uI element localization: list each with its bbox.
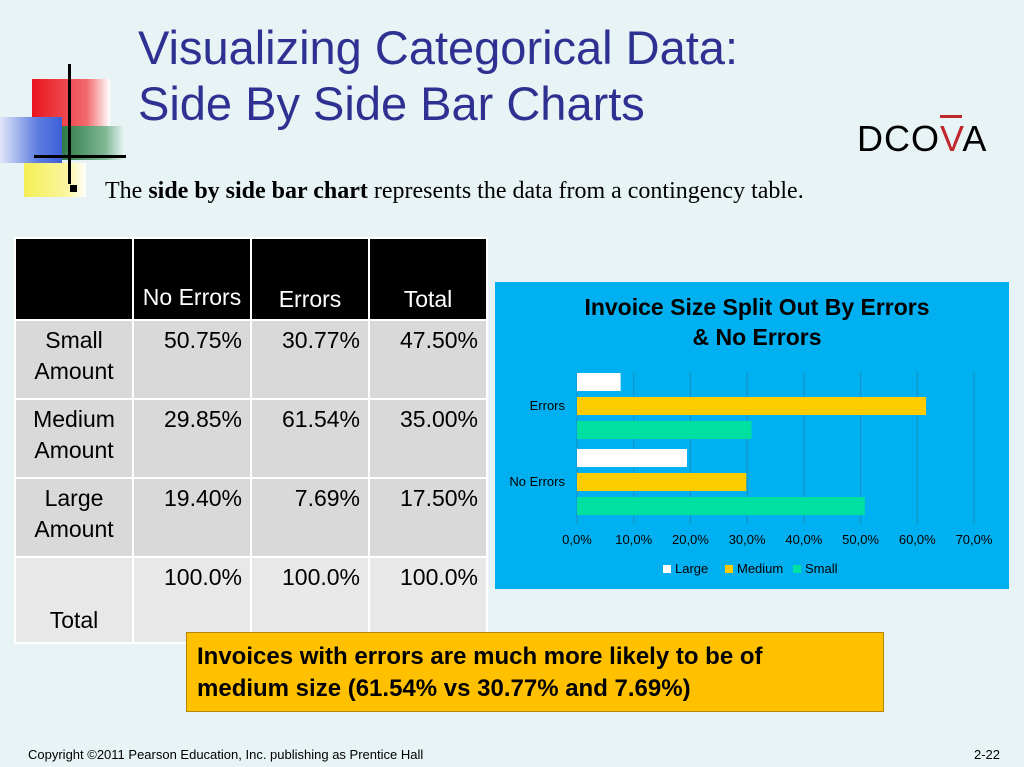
chart-panel: Invoice Size Split Out By Errors & No Err… [495, 282, 1009, 589]
legend-swatch [793, 565, 801, 573]
subtitle: The side by side bar chart represents th… [105, 178, 804, 205]
page-title: Visualizing Categorical Data: Side By Si… [138, 20, 898, 132]
bar [577, 473, 747, 491]
table-cell: 29.85% [132, 398, 252, 479]
legend-swatch [663, 565, 671, 573]
table-cell: 100.0% [368, 556, 488, 644]
x-tick-label: 40,0% [785, 532, 822, 547]
table-header-cell: Errors [250, 237, 370, 321]
copyright-footer: Copyright ©2011 Pearson Education, Inc. … [28, 747, 424, 762]
chart-title: Invoice Size Split Out By Errors & No Err… [584, 294, 929, 350]
chart-tick-labels: 0,0% 10,0% 20,0% 30,0% 40,0% 50,0% 60,0% 70,0% [562, 532, 993, 547]
table-header-row: No Errors Errors Total [14, 237, 488, 321]
table-cell: 30.77% [250, 319, 370, 400]
table-cell: 61.54% [250, 398, 370, 479]
subtitle-post: represents the data from a contingency t… [367, 178, 804, 204]
callout-line-2: medium size (61.54% vs 30.77% and 7.69%) [197, 675, 691, 702]
category-label: No Errors [509, 474, 565, 489]
table-header-cell [14, 237, 134, 321]
callout-line-1: Invoices with errors are much more likel… [197, 643, 763, 670]
row-label: Large Amount [14, 477, 134, 558]
table-cell: 35.00% [368, 398, 488, 479]
logo-green-square [62, 126, 124, 160]
x-tick-label: 30,0% [729, 532, 766, 547]
page-number: 2-22 [974, 747, 1001, 762]
table-cell: 7.69% [250, 477, 370, 558]
x-tick-label: 20,0% [672, 532, 709, 547]
x-tick-label: 60,0% [899, 532, 936, 547]
chart-title-line: & No Errors [692, 324, 821, 350]
row-label: Small Amount [14, 319, 134, 400]
x-tick-label: 70,0% [956, 532, 993, 547]
x-tick-label: 10,0% [615, 532, 652, 547]
table-row: Medium Amount 29.85% 61.54% 35.00% [14, 398, 488, 479]
chart-legend: Large Medium Small [663, 561, 838, 576]
legend-swatch [725, 565, 733, 573]
table-row: Large Amount 19.40% 7.69% 17.50% [14, 477, 488, 558]
subtitle-pre: The [105, 178, 149, 204]
table-header-cell: Total [368, 237, 488, 321]
bar [577, 421, 752, 439]
table-cell: 100.0% [132, 556, 252, 644]
chart-category-labels: Errors No Errors [509, 398, 565, 489]
legend-label: Large [675, 561, 708, 576]
logo-vertical-line [68, 64, 71, 184]
category-label: Errors [530, 398, 566, 413]
bullet-icon [70, 185, 77, 192]
table-cell: 17.50% [368, 477, 488, 558]
table-row: Total 100.0% 100.0% 100.0% [14, 556, 488, 644]
chart-bars [577, 373, 927, 515]
table-cell: 100.0% [250, 556, 370, 644]
bar-chart: Invoice Size Split Out By Errors & No Err… [509, 294, 993, 576]
row-label: Total [14, 556, 134, 644]
title-line-2: Side By Side Bar Charts [138, 77, 645, 130]
dcova-highlight: V [940, 115, 963, 159]
contingency-table: No Errors Errors Total Small Amount 50.7… [14, 237, 488, 644]
dcova-suffix: A [962, 118, 988, 159]
legend-label: Medium [737, 561, 783, 576]
table-cell: 47.50% [368, 319, 488, 400]
table-cell: 50.75% [132, 319, 252, 400]
bar [577, 397, 927, 415]
dcova-prefix: DCO [857, 118, 940, 159]
logo-horizontal-line [34, 155, 126, 158]
table-row: Small Amount 50.75% 30.77% 47.50% [14, 319, 488, 400]
table-cell: 19.40% [132, 477, 252, 558]
title-line-1: Visualizing Categorical Data: [138, 21, 739, 74]
table-header-cell: No Errors [132, 237, 252, 321]
chart-title-line: Invoice Size Split Out By Errors [584, 294, 929, 320]
x-tick-label: 0,0% [562, 532, 592, 547]
callout-box: Invoices with errors are much more likel… [186, 632, 884, 712]
bar [577, 373, 621, 391]
bar [577, 449, 688, 467]
bar [577, 497, 865, 515]
legend-label: Small [805, 561, 838, 576]
row-label: Medium Amount [14, 398, 134, 479]
dcova-label: DCOVA [857, 115, 988, 160]
x-tick-label: 50,0% [842, 532, 879, 547]
subtitle-bold: side by side bar chart [148, 178, 368, 204]
